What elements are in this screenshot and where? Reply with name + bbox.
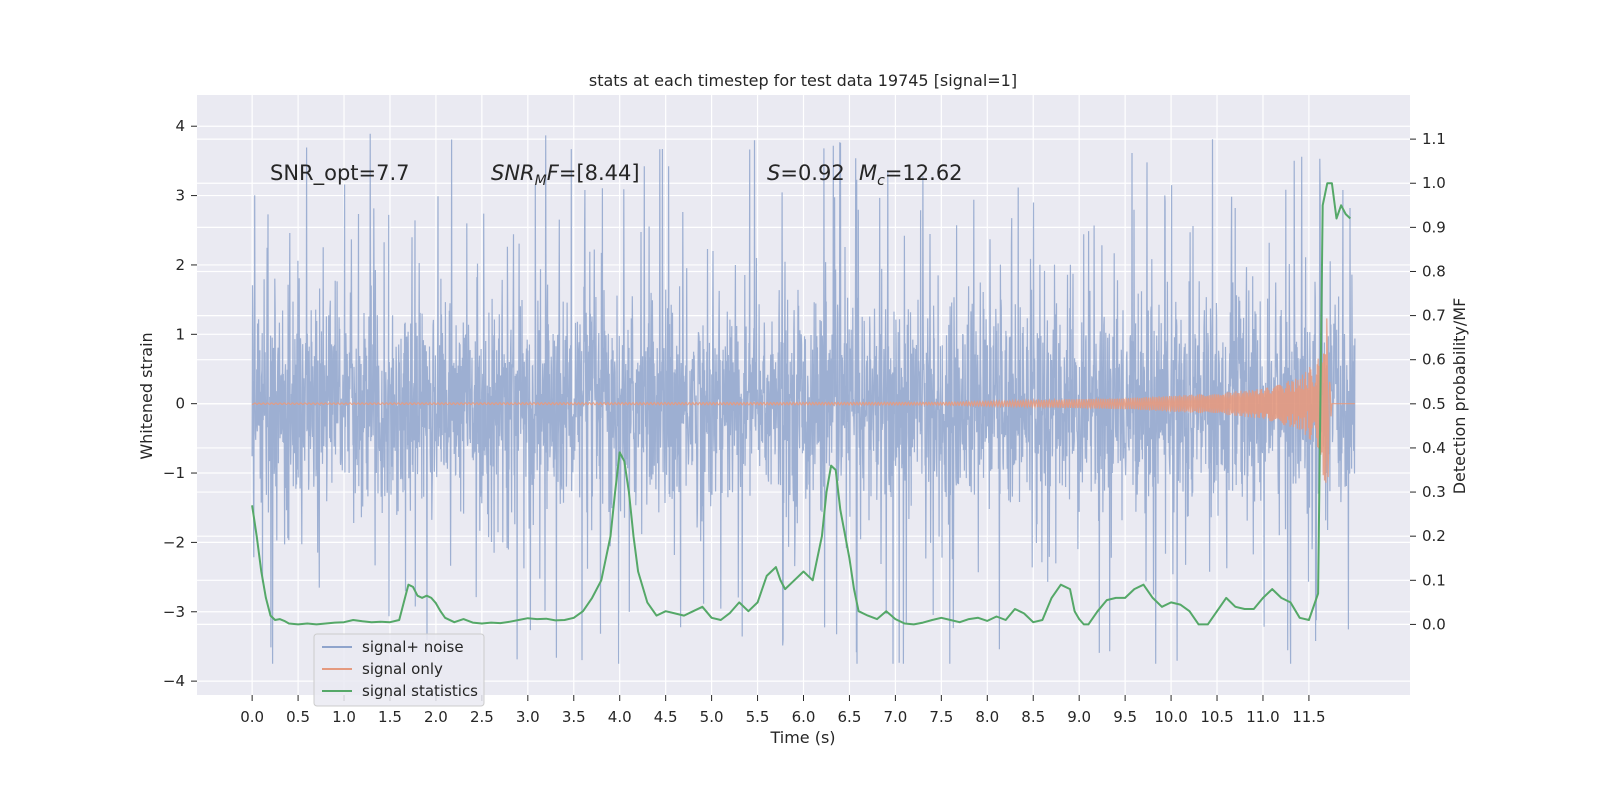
legend-label-signal-noise: signal+ noise [362, 638, 464, 656]
x-tick-label-13: 6.5 [838, 708, 862, 726]
x-tick-label-5: 2.5 [470, 708, 494, 726]
x-axis-label: Time (s) [769, 728, 835, 747]
right-axis-label: Detection probability/MF [1450, 298, 1469, 495]
left-axis-label: Whitened strain [137, 332, 156, 459]
x-axis-ticks: 0.0 0.5 1.0 1.5 2.0 2.5 3.0 3.5 4.0 4.5 5.0 5.5 6.0 6… [240, 695, 1326, 726]
x-tick-label-19: 9.5 [1113, 708, 1137, 726]
right-tick-label-4: 0.4 [1422, 439, 1446, 457]
series-signal-statistics [251, 182, 1351, 626]
right-tick-label-9: 0.9 [1422, 218, 1446, 236]
x-tick-label-15: 7.5 [929, 708, 953, 726]
annotation-snr-opt: SNR_opt=7.7 [270, 161, 410, 186]
x-tick-label-22: 11.0 [1246, 708, 1279, 726]
x-tick-label-21: 10.5 [1200, 708, 1233, 726]
annotation-mc: Mc=12.62 [859, 161, 963, 189]
legend: signal+ noise signal only signal statist… [313, 633, 485, 707]
right-axis-ticks: 0.0 0.1 0.2 0.3 0.4 0.5 0.6 0.7 0.8 0.9 1.0 1.1 [1410, 130, 1446, 633]
x-tick-label-7: 3.5 [562, 708, 586, 726]
chart-title: stats at each timestep for test data 197… [589, 71, 1017, 90]
x-tick-label-3: 1.5 [378, 708, 402, 726]
left-tick-label-4: 0 [175, 395, 185, 413]
left-tick-label-5: 1 [175, 325, 185, 343]
series-signal-only [251, 318, 1355, 483]
left-tick-label-2: −2 [163, 533, 185, 551]
x-tick-label-8: 4.0 [608, 708, 632, 726]
series-signal-noise [251, 133, 1356, 664]
legend-box [313, 633, 485, 707]
left-tick-label-3: −1 [163, 464, 185, 482]
right-tick-label-6: 0.6 [1422, 351, 1446, 369]
annotation-snr-mf: SNRMF=[8.44] [491, 161, 640, 189]
x-tick-label-9: 4.5 [654, 708, 678, 726]
x-tick-label-12: 6.0 [792, 708, 816, 726]
x-tick-label-6: 3.0 [516, 708, 540, 726]
legend-label-signal-statistics: signal statistics [362, 682, 478, 700]
left-axis-ticks: −4 −3 −2 −1 0 1 2 3 4 [163, 117, 197, 690]
series-layer [251, 133, 1356, 664]
left-tick-label-8: 4 [175, 117, 185, 135]
left-tick-label-0: −4 [163, 672, 185, 690]
right-tick-label-10: 1.0 [1422, 174, 1446, 192]
right-tick-label-11: 1.1 [1422, 130, 1446, 148]
x-tick-label-4: 2.0 [424, 708, 448, 726]
right-tick-label-2: 0.2 [1422, 527, 1446, 545]
x-tick-label-23: 11.5 [1292, 708, 1325, 726]
x-tick-label-11: 5.5 [746, 708, 770, 726]
x-tick-label-17: 8.5 [1021, 708, 1045, 726]
x-tick-label-18: 9.0 [1067, 708, 1091, 726]
right-tick-label-5: 0.5 [1422, 395, 1446, 413]
right-tick-label-8: 0.8 [1422, 262, 1446, 280]
x-tick-label-1: 0.5 [286, 708, 310, 726]
left-tick-label-6: 2 [175, 256, 185, 274]
right-tick-label-7: 0.7 [1422, 307, 1446, 325]
left-tick-label-7: 3 [175, 187, 185, 205]
left-tick-label-1: −3 [163, 603, 185, 621]
x-tick-label-14: 7.0 [883, 708, 907, 726]
x-tick-label-16: 8.0 [975, 708, 999, 726]
annotation-s: S=0.92 [767, 161, 845, 185]
right-tick-label-0: 0.0 [1422, 615, 1446, 633]
legend-label-signal-only: signal only [362, 660, 443, 678]
x-tick-label-0: 0.0 [240, 708, 264, 726]
x-tick-label-10: 5.0 [700, 708, 724, 726]
x-tick-label-20: 10.0 [1154, 708, 1187, 726]
right-tick-label-3: 0.3 [1422, 483, 1446, 501]
right-tick-label-1: 0.1 [1422, 571, 1446, 589]
x-tick-label-2: 1.0 [332, 708, 356, 726]
